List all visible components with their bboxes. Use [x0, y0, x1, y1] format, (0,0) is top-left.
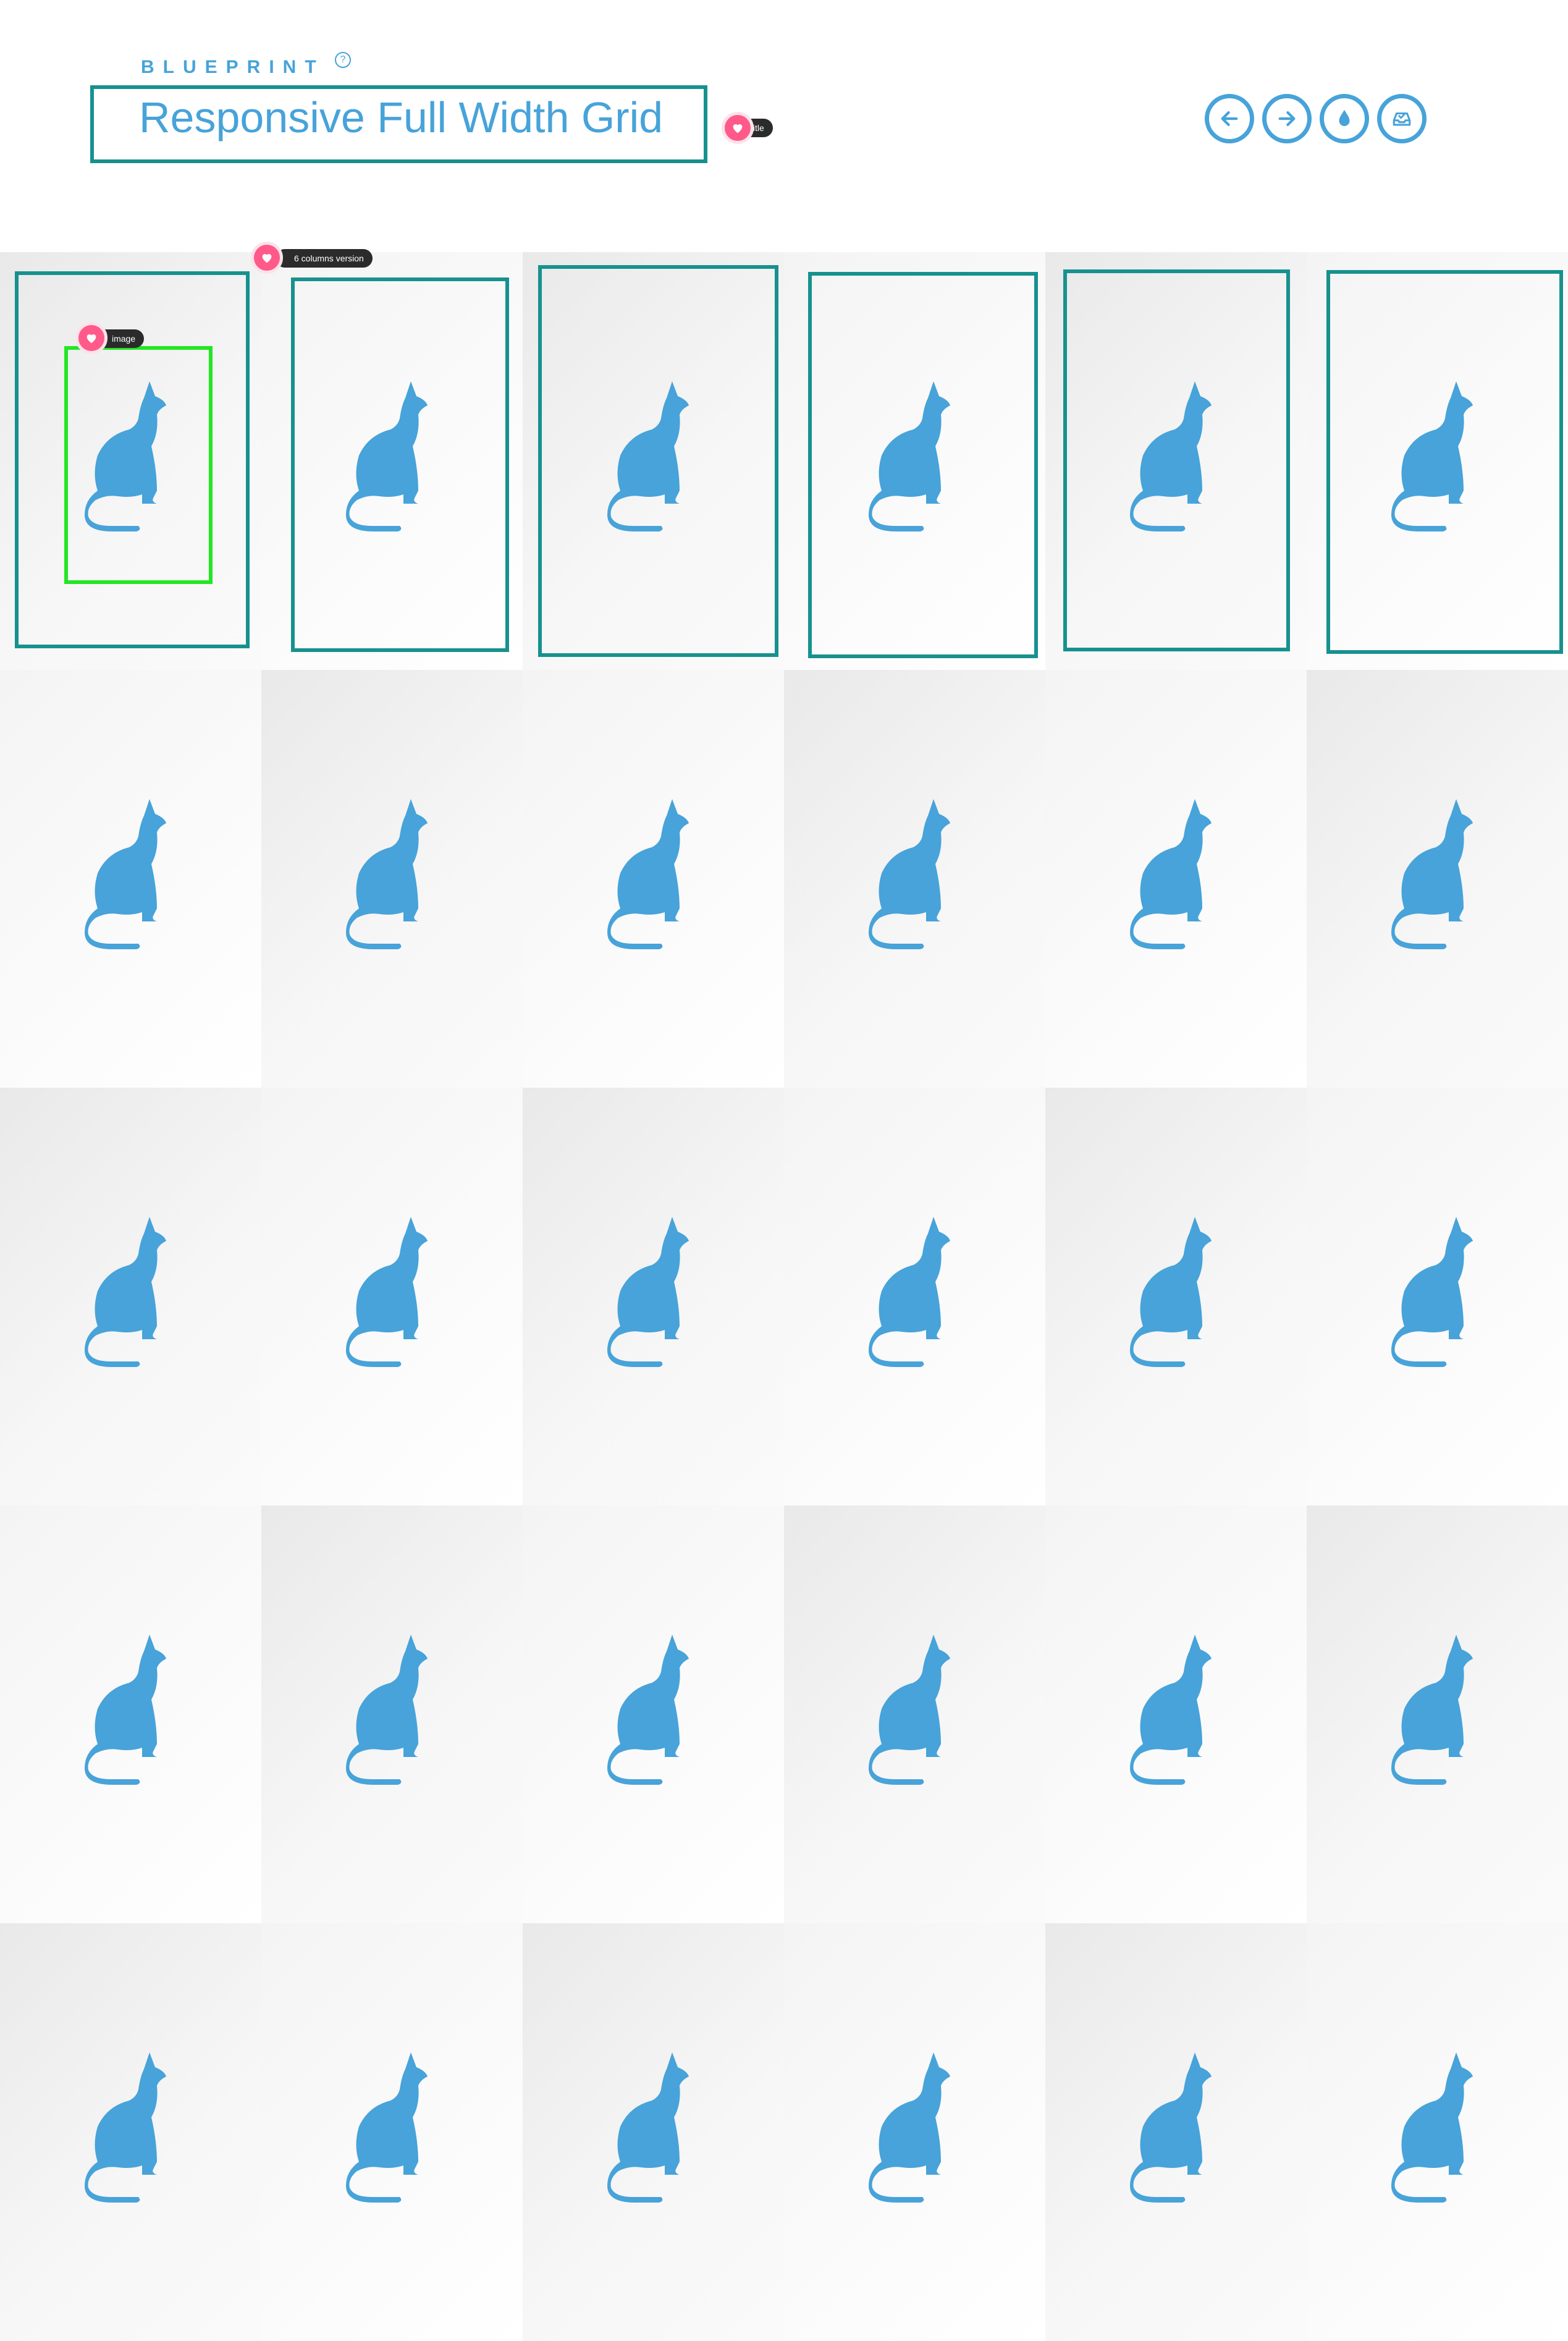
cat-icon: [1391, 2052, 1473, 2203]
cell-outline: [1063, 269, 1290, 651]
heart-icon[interactable]: [251, 242, 283, 274]
grid-cell[interactable]: [1045, 1923, 1307, 2341]
cat-icon: [1391, 1635, 1473, 1785]
page-title: Responsive Full Width Grid: [139, 93, 664, 142]
cat-icon: [345, 2052, 428, 2203]
nav-buttons: [1205, 94, 1427, 143]
cat-icon: [607, 1217, 689, 1367]
grid-cell[interactable]: [1307, 670, 1568, 1088]
version-tag-label: 6 columns version: [294, 253, 364, 263]
cat-icon: [84, 381, 166, 531]
cat-icon: [1129, 1217, 1212, 1367]
grid-cell[interactable]: [0, 1088, 261, 1505]
title-outline: [90, 85, 707, 163]
grid-cell[interactable]: [1307, 252, 1568, 670]
cell-outline: [538, 265, 778, 657]
grid-cell[interactable]: [0, 252, 261, 670]
cat-icon: [84, 1217, 166, 1367]
grid-cell[interactable]: [0, 1505, 261, 1923]
cat-icon: [607, 2052, 689, 2203]
image-outline: [64, 346, 213, 584]
grid-cell[interactable]: [784, 670, 1045, 1088]
title-tag-label: title: [751, 123, 764, 133]
previous-button[interactable]: [1205, 94, 1254, 143]
grid-cell[interactable]: [261, 1505, 523, 1923]
cat-icon: [1129, 799, 1212, 949]
grid-cell[interactable]: [1045, 252, 1307, 670]
heart-icon[interactable]: [722, 112, 754, 144]
page-header: BLUEPRINT ? Responsive Full Width Grid: [0, 0, 1568, 252]
next-button[interactable]: [1262, 94, 1312, 143]
grid-cell[interactable]: [784, 1923, 1045, 2341]
cat-icon: [868, 381, 950, 531]
cat-icon: [1129, 2052, 1212, 2203]
grid-cell[interactable]: [1307, 1923, 1568, 2341]
heart-icon[interactable]: [75, 322, 107, 354]
cat-icon: [345, 1635, 428, 1785]
cat-icon: [868, 1217, 950, 1367]
cat-icon: [1129, 381, 1212, 531]
cat-icon: [607, 1635, 689, 1785]
cat-icon: [868, 799, 950, 949]
grid-cell[interactable]: [261, 252, 523, 670]
grid-cell[interactable]: [0, 1923, 261, 2341]
grid-cell[interactable]: [523, 252, 784, 670]
cat-icon: [1391, 799, 1473, 949]
drop-icon: [1339, 109, 1350, 127]
brand-mark: ?: [335, 52, 351, 68]
grid-cell[interactable]: [523, 1923, 784, 2341]
cat-icon: [1391, 1217, 1473, 1367]
grid-cell[interactable]: [261, 1088, 523, 1505]
cell-outline: [808, 272, 1038, 658]
brand-name: BLUEPRINT: [141, 57, 325, 77]
cat-icon: [84, 1635, 166, 1785]
grid-cell[interactable]: [261, 670, 523, 1088]
grid-cell[interactable]: [1307, 1505, 1568, 1923]
cat-icon: [607, 799, 689, 949]
grid-cell[interactable]: [784, 1088, 1045, 1505]
grid-cell[interactable]: [1045, 1505, 1307, 1923]
cat-icon: [345, 1217, 428, 1367]
cat-icon: [607, 381, 689, 531]
download-button[interactable]: [1377, 94, 1427, 143]
grid-cell[interactable]: [523, 1505, 784, 1923]
cat-icon: [345, 381, 428, 531]
grid-cell[interactable]: [0, 670, 261, 1088]
inbox-icon: [1393, 112, 1411, 126]
version-tag: 6 columns version: [276, 249, 373, 268]
grid-cell[interactable]: [1045, 670, 1307, 1088]
image-tag-label: image: [112, 334, 136, 344]
cat-icon: [84, 799, 166, 949]
grid-cell[interactable]: [261, 1923, 523, 2341]
cat-icon: [868, 2052, 950, 2203]
cat-icon: [1391, 381, 1473, 531]
grid-cell[interactable]: [1045, 1088, 1307, 1505]
grid-cell[interactable]: [1307, 1088, 1568, 1505]
cat-icon: [868, 1635, 950, 1785]
cell-outline: [291, 277, 509, 652]
cell-outline: [1326, 270, 1563, 654]
color-button[interactable]: [1320, 94, 1369, 143]
cat-icon: [1129, 1635, 1212, 1785]
grid-cell[interactable]: [784, 1505, 1045, 1923]
grid-cell[interactable]: [784, 252, 1045, 670]
arrow-left-icon: [1221, 111, 1238, 127]
image-grid: [0, 252, 1568, 2341]
arrow-right-icon: [1278, 111, 1296, 127]
cat-icon: [345, 799, 428, 949]
cell-outline: [15, 271, 250, 648]
cat-icon: [84, 2052, 166, 2203]
grid-cell[interactable]: [523, 1088, 784, 1505]
grid-cell[interactable]: [523, 670, 784, 1088]
